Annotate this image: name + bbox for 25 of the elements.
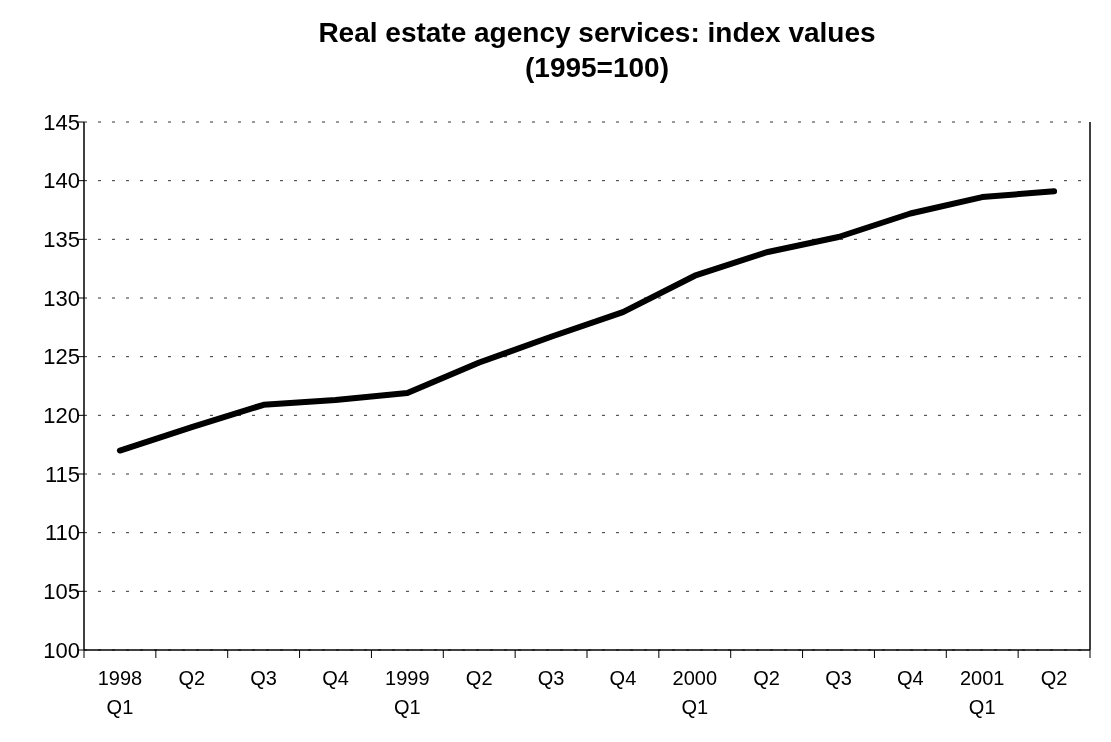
y-tick-label: 105 (43, 579, 80, 605)
x-tick-label: Q3 (250, 667, 277, 689)
x-tick-label: 1999 Q1 (385, 667, 430, 718)
y-tick-label: 145 (43, 109, 80, 135)
y-tick-label: 140 (43, 168, 80, 194)
y-tick-label: 115 (44, 461, 80, 487)
y-tick-label: 135 (43, 227, 80, 253)
x-tick-label: Q2 (178, 667, 206, 689)
y-tick-label: 125 (43, 344, 80, 370)
x-tick-label: Q2 (753, 667, 780, 689)
x-tick-label: 2000 Q1 (672, 667, 718, 718)
x-tick-label: Q4 (609, 667, 637, 689)
x-tick-label: Q2 (465, 667, 493, 689)
x-tick-label: 2001 Q1 (959, 667, 1005, 718)
y-tick-label: 120 (43, 403, 80, 429)
y-tick-label: 110 (44, 520, 80, 546)
x-tick-label: Q4 (322, 667, 349, 689)
x-tick-label: 1998 Q1 (97, 667, 143, 718)
y-tick-label: 130 (43, 285, 80, 311)
chart-title: Real estate agency services: index values (1995=100) (318, 17, 876, 83)
x-tick-label: Q3 (537, 667, 565, 689)
x-tick-label: Q2 (1040, 667, 1068, 689)
x-tick-label: Q3 (825, 667, 852, 689)
x-tick-label: Q4 (897, 667, 924, 689)
y-tick-label: 100 (43, 637, 80, 663)
